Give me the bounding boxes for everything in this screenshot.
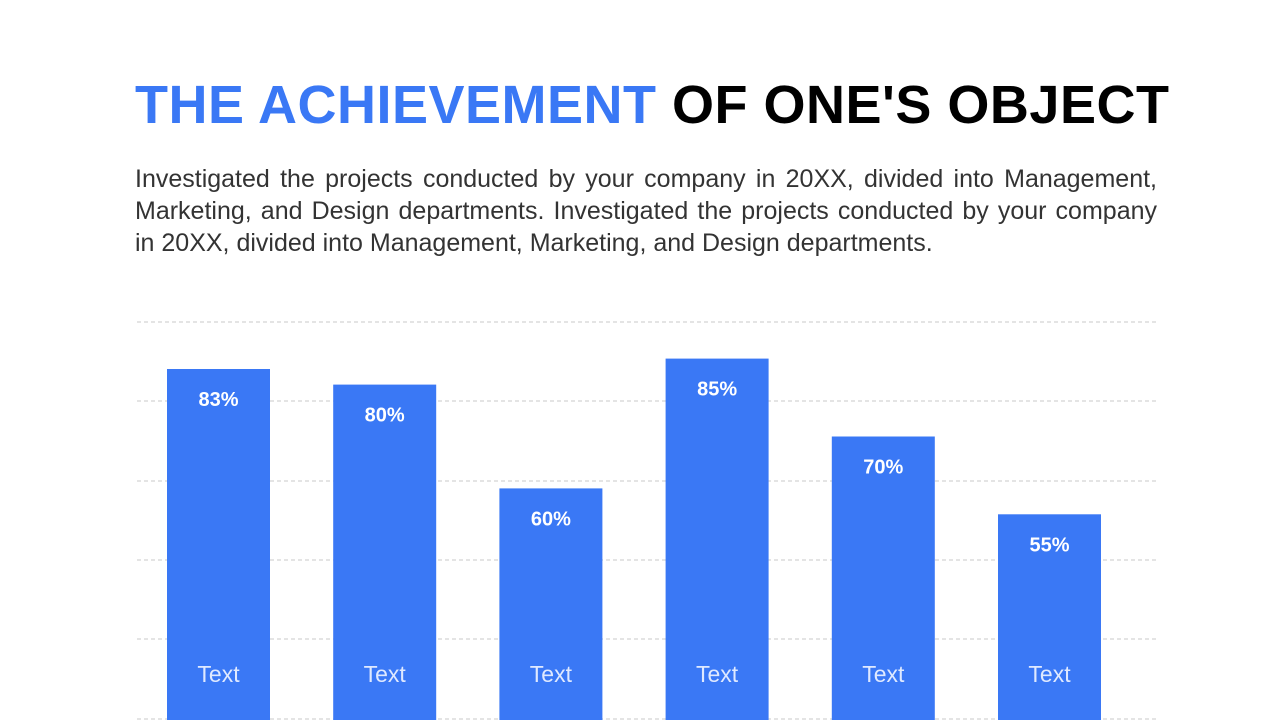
bar	[831, 436, 935, 720]
bar	[499, 488, 603, 720]
category-label: Text	[197, 661, 240, 687]
bar	[998, 514, 1101, 720]
bar-value-label: 70%	[863, 457, 903, 479]
category-label: Text	[1028, 661, 1071, 687]
bar-value-label: 60%	[531, 508, 571, 530]
bar-value-label: 85%	[697, 379, 737, 401]
title-rest: OF ONE'S OBJECT	[672, 75, 1170, 135]
category-label: Text	[530, 661, 573, 687]
description-paragraph: Investigated the projects conducted by y…	[135, 165, 1157, 257]
bar-value-label: 80%	[365, 405, 405, 427]
bar	[167, 369, 270, 720]
category-label: Text	[862, 661, 905, 687]
category-label: Text	[696, 661, 739, 687]
bar-value-label: 55%	[1029, 534, 1069, 556]
title-accent: THE ACHIEVEMENT	[135, 75, 657, 135]
bar-value-label: 83%	[198, 389, 238, 411]
bar	[665, 358, 769, 720]
page-title: THE ACHIEVEMENT OF ONE'S OBJECT	[135, 72, 1169, 138]
category-label: Text	[364, 661, 407, 687]
bar	[333, 384, 437, 720]
